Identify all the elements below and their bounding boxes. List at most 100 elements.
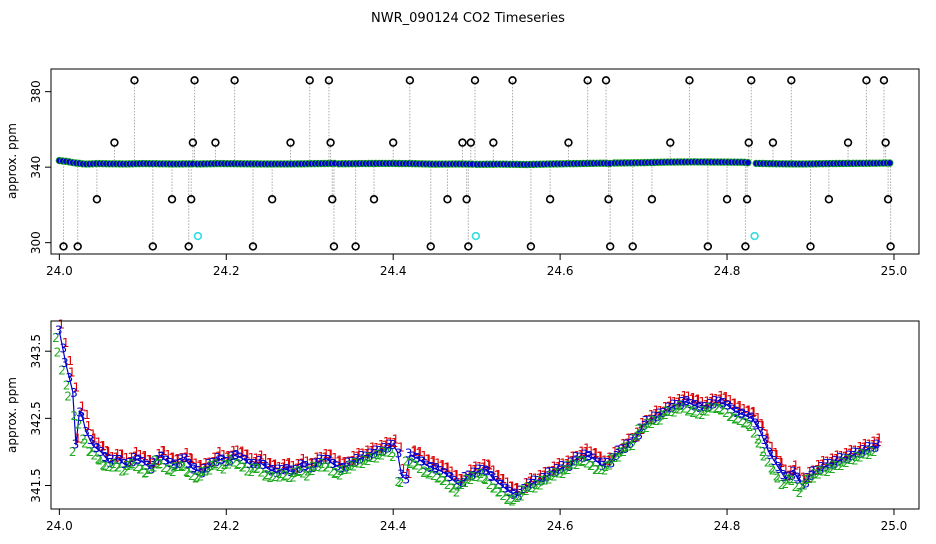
marker-label-1: 1	[782, 462, 790, 476]
marker-label-1: 1	[457, 472, 465, 486]
marker-label-1: 1	[597, 450, 605, 464]
marker-label-1: 1	[648, 408, 656, 422]
marker-label-3: 3	[609, 451, 617, 465]
marker-label-1: 1	[759, 419, 767, 433]
marker-label-3: 3	[793, 470, 801, 484]
marker-label-2: 2	[630, 432, 638, 446]
marker-label-2: 2	[759, 445, 767, 459]
marker-label-3: 3	[134, 454, 142, 468]
marker-label-2: 2	[560, 464, 568, 478]
marker-label-1: 1	[606, 450, 614, 464]
marker-label-1: 1	[224, 450, 232, 464]
marker-label-3: 3	[510, 488, 518, 502]
marker-label-1: 1	[244, 447, 252, 461]
marker-label-1: 1	[155, 447, 163, 461]
marker-label-3: 3	[621, 442, 629, 456]
marker-label-2: 2	[620, 445, 628, 459]
marker-label-1: 1	[652, 407, 660, 421]
marker-label-3: 3	[873, 437, 881, 451]
marker-label-1: 1	[563, 457, 571, 471]
top-plot-frame	[50, 68, 920, 255]
x-tick-label: 24.2	[213, 264, 240, 278]
marker-label-2: 2	[680, 402, 688, 416]
marker-label-3: 3	[483, 464, 491, 478]
marker-label-3: 3	[595, 455, 603, 469]
marker-label-1: 1	[550, 459, 558, 473]
marker-label-1: 1	[810, 463, 818, 477]
marker-label-2: 2	[239, 461, 247, 475]
marker-label-3: 3	[162, 454, 170, 468]
marker-label-2: 2	[718, 402, 726, 416]
marker-label-3: 3	[654, 410, 662, 424]
marker-label-2: 2	[746, 420, 754, 434]
marker-label-1: 1	[712, 392, 720, 406]
marker-label-2: 2	[411, 458, 419, 472]
marker-label-2: 2	[727, 410, 735, 424]
spike-point	[187, 195, 196, 204]
marker-label-1: 1	[293, 462, 301, 476]
spike-point	[886, 242, 895, 251]
marker-label-3: 3	[310, 461, 318, 475]
marker-label-3: 3	[259, 458, 267, 472]
marker-label-1: 1	[173, 453, 181, 467]
marker-label-2: 2	[616, 446, 624, 460]
marker-label-3: 3	[868, 440, 876, 454]
marker-label-1: 1	[806, 465, 814, 479]
marker-label-1: 1	[280, 461, 288, 475]
marker-label-3: 3	[167, 456, 175, 470]
marker-label-1: 1	[587, 444, 595, 458]
marker-label-3: 3	[88, 437, 96, 451]
marker-label-1: 1	[834, 448, 842, 462]
marker-label-2: 2	[440, 474, 448, 488]
marker-label-2: 2	[703, 405, 711, 419]
marker-label-2: 2	[602, 460, 610, 474]
bottom-y-axis-label: approx. ppm	[5, 377, 19, 453]
marker-label-1: 1	[368, 444, 376, 458]
marker-label-2: 2	[54, 345, 62, 359]
spike-point	[879, 76, 889, 85]
x-tick-label: 25.0	[881, 264, 908, 278]
marker-label-3: 3	[419, 455, 427, 469]
marker-label-3: 3	[205, 457, 213, 471]
marker-label-2: 2	[435, 470, 443, 484]
y-tick-label: 341.5	[29, 468, 43, 502]
marker-label-1: 1	[243, 447, 251, 461]
marker-label-1: 1	[252, 455, 260, 469]
marker-label-3: 3	[872, 441, 880, 455]
marker-label-3: 3	[705, 401, 713, 415]
marker-label-2: 2	[317, 460, 325, 474]
marker-label-2: 2	[712, 402, 720, 416]
marker-label-1: 1	[643, 413, 651, 427]
spike-point	[267, 195, 277, 204]
marker-label-1: 1	[100, 439, 108, 453]
marker-label-3: 3	[366, 450, 374, 464]
marker-label-1: 1	[582, 445, 590, 459]
marker-label-2: 2	[652, 414, 660, 428]
marker-label-2: 2	[635, 422, 643, 436]
marker-label-3: 3	[590, 452, 598, 466]
marker-label-1: 1	[280, 457, 288, 471]
marker-label-2: 2	[248, 461, 256, 475]
marker-label-3: 3	[520, 482, 528, 496]
marker-label-2: 2	[745, 418, 753, 432]
marker-label-1: 1	[513, 482, 521, 496]
marker-label-1: 1	[303, 454, 311, 468]
marker-label-2: 2	[870, 445, 878, 459]
marker-label-2: 2	[750, 426, 758, 440]
marker-label-2: 2	[685, 403, 693, 417]
marker-label-2: 2	[531, 482, 539, 496]
marker-label-2: 2	[394, 475, 402, 489]
marker-label-3: 3	[199, 467, 207, 481]
marker-label-3: 3	[455, 478, 463, 492]
spike-point	[489, 138, 498, 147]
marker-label-2: 2	[212, 457, 220, 471]
marker-label-1: 1	[202, 456, 210, 470]
marker-label-1: 1	[429, 455, 437, 469]
marker-label-1: 1	[210, 455, 218, 469]
marker-label-3: 3	[97, 445, 105, 459]
marker-label-3: 3	[176, 457, 184, 471]
marker-label-1: 1	[271, 459, 279, 473]
marker-label-2: 2	[861, 448, 869, 462]
marker-label-3: 3	[487, 469, 495, 483]
x-tick-label: 24.6	[547, 264, 574, 278]
